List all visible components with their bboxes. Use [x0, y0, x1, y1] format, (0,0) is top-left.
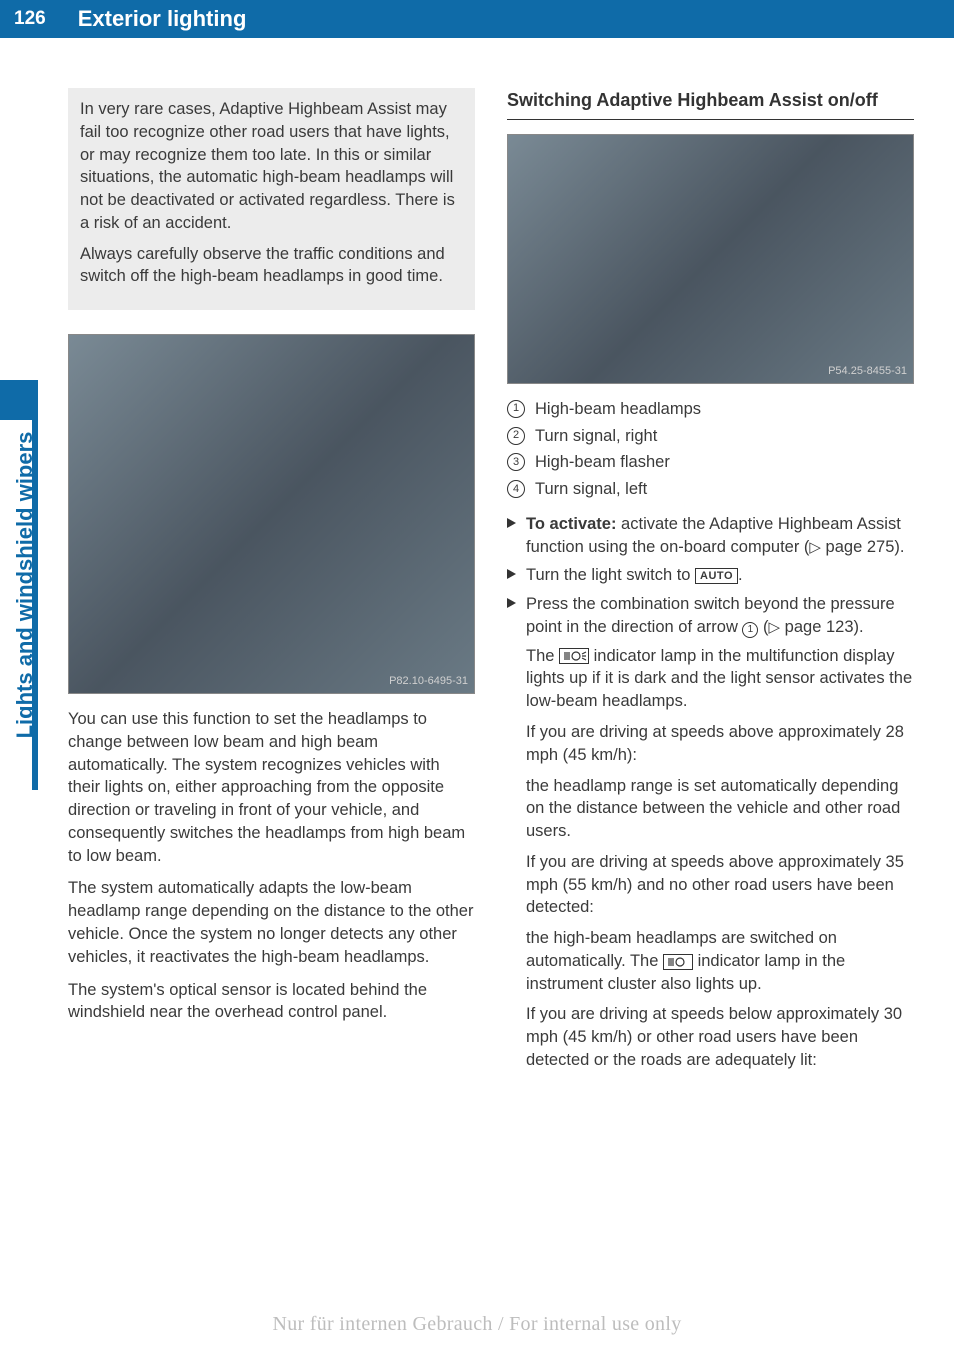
subheading: Switching Adaptive Highbeam Assist on/of…: [507, 88, 914, 113]
step-bold-lead: To activate:: [526, 515, 616, 533]
figure-combination-switch: P54.25-8455-31: [507, 134, 914, 384]
section-side-label: Lights and windshield wipers: [12, 395, 38, 775]
step-text: Press the combination switch beyond the …: [526, 593, 914, 639]
page-ref-text: page 275).: [821, 538, 904, 556]
body-paragraph: The system's optical sensor is located b…: [68, 979, 475, 1025]
legend-marker-icon: 3: [507, 453, 525, 471]
page-ref-text: page 123).: [780, 618, 863, 636]
highbeam-assist-indicator-icon: [559, 648, 589, 664]
content-area: In very rare cases, Adaptive Highbeam As…: [0, 38, 954, 1080]
highbeam-indicator-icon: [663, 954, 693, 970]
inline-marker-icon: 1: [742, 622, 758, 638]
subheading-rule: [507, 119, 914, 120]
legend-item: 1 High-beam headlamps: [507, 398, 914, 421]
step-text-run: The: [526, 647, 559, 665]
legend-item: 2 Turn signal, right: [507, 425, 914, 448]
step-followup: the headlamp range is set automatically …: [526, 775, 914, 843]
legend-marker-icon: 4: [507, 480, 525, 498]
legend-text: Turn signal, left: [535, 478, 647, 501]
warning-paragraph: Always carefully observe the traffic con…: [80, 243, 463, 289]
left-column: In very rare cases, Adaptive Highbeam As…: [68, 88, 475, 1080]
figure-legend: 1 High-beam headlamps 2 Turn signal, rig…: [507, 398, 914, 501]
legend-marker-icon: 1: [507, 400, 525, 418]
legend-item: 4 Turn signal, left: [507, 478, 914, 501]
instruction-steps: To activate: activate the Adaptive Highb…: [507, 513, 914, 1072]
page-ref-icon: ▷: [809, 539, 821, 556]
legend-item: 3 High-beam flasher: [507, 451, 914, 474]
step-text-run: (: [758, 618, 768, 636]
step-followup: If you are driving at speeds above appro…: [526, 851, 914, 919]
step-text-run: Turn the light switch to: [526, 566, 695, 584]
figure-ref-label: P54.25-8455-31: [828, 364, 907, 379]
instruction-step: To activate: activate the Adaptive Highb…: [507, 513, 914, 559]
legend-text: Turn signal, right: [535, 425, 657, 448]
step-text-run: .: [738, 566, 743, 584]
figure-ref-label: P82.10-6495-31: [389, 674, 468, 689]
warning-paragraph: In very rare cases, Adaptive Highbeam As…: [80, 98, 463, 235]
page-ref-icon: ▷: [769, 619, 781, 636]
body-paragraph: The system automatically adapts the low-…: [68, 877, 475, 968]
body-paragraph: You can use this function to set the hea…: [68, 708, 475, 867]
step-bullet-icon: [507, 518, 516, 528]
right-column: Switching Adaptive Highbeam Assist on/of…: [507, 88, 914, 1080]
instruction-step: Press the combination switch beyond the …: [507, 593, 914, 639]
step-followup: If you are driving at speeds above appro…: [526, 721, 914, 767]
page-title: Exterior lighting: [60, 0, 954, 38]
step-bullet-icon: [507, 569, 516, 579]
page-header: 126 Exterior lighting: [0, 0, 954, 38]
step-followup: If you are driving at speeds below appro…: [526, 1003, 914, 1071]
figure-highbeam-scenario: P82.10-6495-31: [68, 334, 475, 694]
step-text: Turn the light switch to AUTO.: [526, 564, 914, 587]
footer-watermark: Nur für internen Gebrauch / For internal…: [0, 1313, 954, 1336]
step-followup: The indicator lamp in the multifunction …: [526, 645, 914, 713]
step-followup: the high-beam headlamps are switched on …: [526, 927, 914, 995]
step-text: To activate: activate the Adaptive Highb…: [526, 513, 914, 559]
legend-text: High-beam headlamps: [535, 398, 701, 421]
warning-box: In very rare cases, Adaptive Highbeam As…: [68, 88, 475, 310]
instruction-step: Turn the light switch to AUTO.: [507, 564, 914, 587]
step-bullet-icon: [507, 598, 516, 608]
legend-marker-icon: 2: [507, 427, 525, 445]
page-number: 126: [0, 0, 60, 38]
auto-switch-icon: AUTO: [695, 568, 738, 584]
legend-text: High-beam flasher: [535, 451, 670, 474]
